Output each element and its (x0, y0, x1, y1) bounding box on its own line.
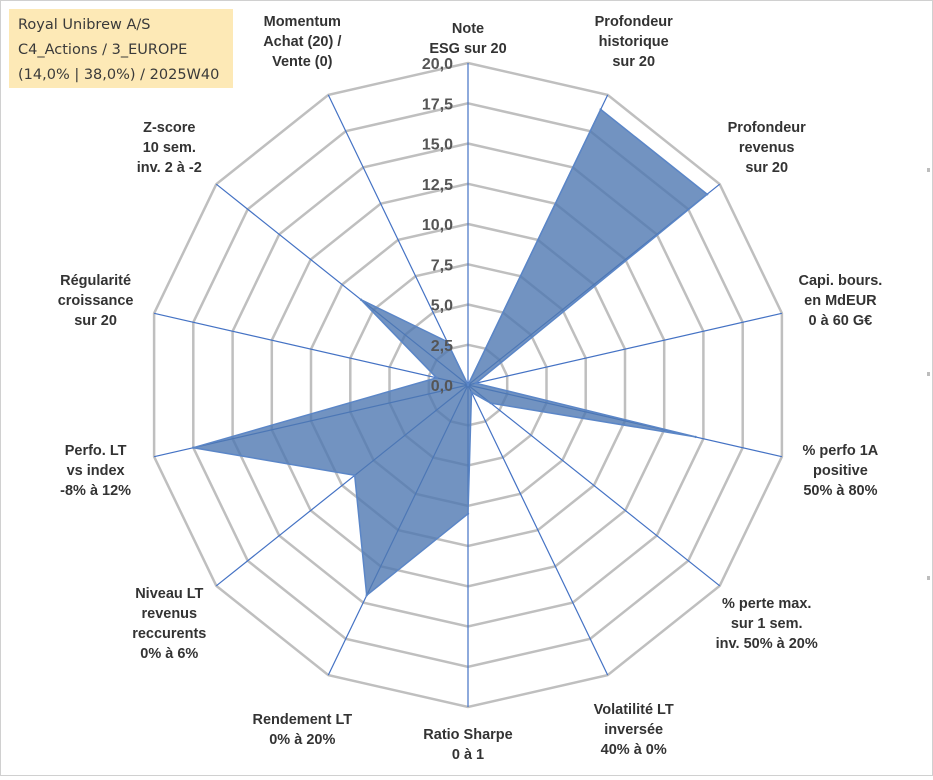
tick-label-2: 5,0 (431, 298, 453, 315)
axis-label-5: % perte max. sur 1 sem. inv. 50% à 20% (716, 596, 818, 652)
axis-label-2: Profondeur revenus sur 20 (728, 120, 806, 176)
portfolio-category: C4_Actions / 3_EUROPE (18, 42, 188, 58)
tick-label-0: 0,0 (431, 378, 453, 395)
axis-label-1: Profondeur historique sur 20 (595, 14, 673, 70)
axis-label-6: Volatilité LT inversée 40% à 0% (594, 702, 674, 758)
data-point-8 (365, 594, 368, 597)
data-point-9 (353, 474, 356, 477)
data-point-7 (466, 512, 470, 515)
axis-label-12: Z-score 10 sem. inv. 2 à -2 (137, 120, 202, 176)
axis-label-11: Régularité croissance sur 20 (58, 273, 134, 329)
data-point-5 (489, 401, 492, 405)
axis-label-7: Ratio Sharpe 0 à 1 (423, 727, 512, 763)
data-point-4 (694, 435, 697, 439)
data-point-13 (445, 340, 449, 343)
axis-label-10: Perfo. LT vs index -8% à 12% (60, 443, 131, 499)
tick-label-6: 15,0 (422, 137, 453, 154)
data-point-6 (470, 391, 473, 394)
axis-label-0: Note ESG sur 20 (429, 21, 506, 57)
axis-label-3: Capi. bours. en MdEUR 0 à 60 G€ (799, 273, 883, 329)
axis-label-4: % perfo 1A positive 50% à 80% (803, 443, 879, 499)
data-point-11 (435, 376, 438, 379)
tick-label-5: 12,5 (422, 177, 453, 194)
data-point-1 (599, 108, 602, 111)
data-point-3 (474, 382, 477, 385)
company-name: Royal Unibrew A/S (18, 17, 151, 33)
data-point-12 (359, 298, 363, 301)
spoke-13 (327, 94, 469, 386)
axis-label-8: Rendement LT 0% à 20% (252, 712, 352, 748)
spoke-6 (467, 384, 609, 676)
scroll-markers (924, 0, 930, 774)
tick-label-8: 20,0 (422, 56, 453, 73)
tick-label-7: 17,5 (422, 96, 453, 113)
axis-label-9: Niveau LT revenus reccurents 0% à 6% (132, 586, 206, 662)
data-point-10 (192, 446, 195, 449)
period-info: (14,0% | 38,0%) / 2025W40 (18, 67, 220, 83)
spoke-3 (467, 312, 783, 386)
tick-label-1: 2,5 (431, 338, 453, 355)
tick-label-4: 10,0 (422, 217, 453, 234)
data-point-2 (706, 193, 709, 196)
spoke-5 (467, 384, 721, 587)
spoke-11 (153, 312, 469, 386)
data-point-0 (466, 383, 470, 387)
info-box: Royal Unibrew A/S C4_Actions / 3_EUROPE … (9, 9, 233, 88)
axis-label-13: Momentum Achat (20) / Vente (0) (263, 14, 341, 70)
tick-label-3: 7,5 (431, 257, 453, 274)
